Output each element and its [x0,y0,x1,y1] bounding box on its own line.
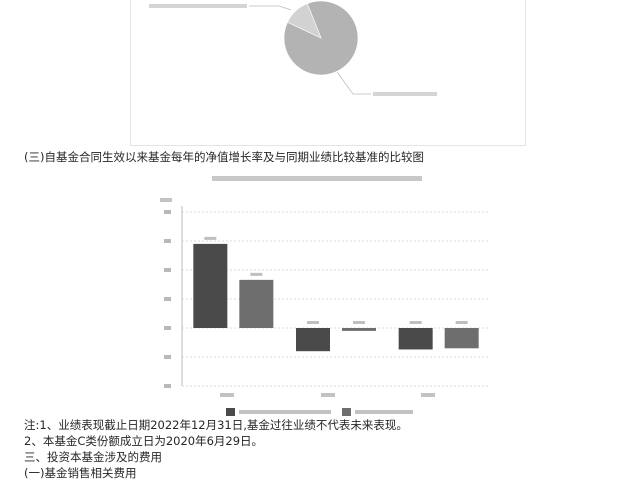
bar-value-label-blurred-2-1 [307,321,319,324]
y-tick-label-blurred [164,268,171,272]
pie-label-blurred-1 [149,4,247,8]
y-tick-label-blurred [164,210,171,214]
legend [226,408,413,416]
y-tick-label-blurred [164,297,171,301]
pie-label-blurred-2 [373,92,437,96]
bar-1-series-1 [193,243,228,328]
bar-3-series-2 [444,328,479,349]
bar-1-series-2 [239,279,274,328]
bar-value-label-blurred-3-2 [455,321,468,324]
y-axis-unit-blurred [160,198,172,202]
fee-section-heading: 三、投资本基金涉及的费用 [24,450,162,464]
y-tick-label-blurred [164,355,171,359]
pie-leader-line-2 [336,71,371,95]
pie-chart-panel [130,0,526,146]
bar-chart [160,176,490,416]
note-line-1: 注:1、业绩表现截止日期2022年12月31日,基金过往业绩不代表未来表现。 [24,418,408,432]
bar-value-label-blurred-1-2 [250,272,263,276]
bar-3-series-1 [398,328,433,350]
legend-swatch-series-2 [342,408,351,416]
pie-slice-2 [287,3,322,39]
legend-swatch-series-1 [226,408,235,416]
bars [193,236,479,352]
category-labels-blurred [220,393,435,397]
bar-value-label-blurred-1-1 [204,236,217,240]
bar-chart-panel [150,165,506,417]
pie-leader-line-1 [249,5,292,11]
note-line-2: 2、本基金C类份额成立日为2020年6月29日。 [24,434,264,448]
bar-2-series-1 [296,328,330,352]
y-axis [160,198,183,388]
fee-subsection-heading: (一)基金销售相关费用 [24,466,137,480]
pie-chart [149,0,437,96]
y-tick-label-blurred [164,326,171,330]
gridlines [182,211,490,387]
y-tick-label-blurred [164,239,171,243]
bar-2-series-2 [342,328,376,331]
section-heading: (三)自基金合同生效以来基金每年的净值增长率及与同期业绩比较基准的比较图 [24,150,424,164]
bar-value-label-blurred-2-2 [353,321,365,324]
chart-title-blurred [212,176,422,181]
bar-value-label-blurred-3-1 [409,321,422,324]
y-tick-label-blurred [164,384,171,388]
